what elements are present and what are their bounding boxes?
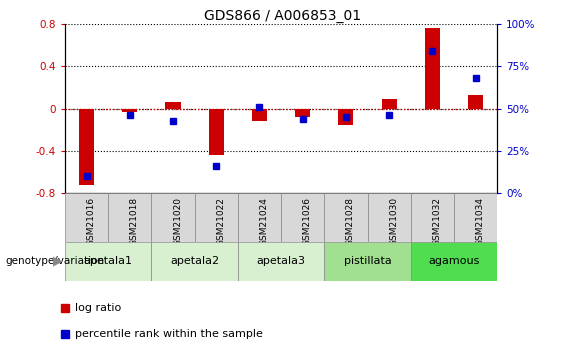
Text: apetala1: apetala1 (84, 256, 133, 266)
Text: GSM21026: GSM21026 (303, 197, 312, 246)
Bar (65, 193, 108, 242)
Text: GSM21016: GSM21016 (86, 197, 95, 246)
Bar (468, 95, 483, 109)
Bar (79, 109, 94, 185)
Text: GSM21020: GSM21020 (173, 197, 182, 246)
Text: genotype/variation: genotype/variation (6, 256, 105, 266)
Bar (367, 193, 411, 242)
Text: GSM21034: GSM21034 (476, 197, 485, 246)
Bar (425, 28, 440, 109)
Bar (338, 109, 354, 125)
Text: GSM21024: GSM21024 (259, 197, 268, 246)
Bar (194, 193, 238, 242)
Bar (238, 193, 281, 242)
Bar (151, 241, 238, 281)
Bar (151, 193, 194, 242)
Text: apetala2: apetala2 (170, 256, 219, 266)
Text: GSM21018: GSM21018 (130, 197, 139, 246)
Bar (281, 193, 324, 242)
Bar (411, 241, 497, 281)
Bar (252, 109, 267, 121)
Bar (381, 99, 397, 109)
Text: percentile rank within the sample: percentile rank within the sample (75, 329, 263, 339)
Bar (166, 102, 181, 109)
Text: GSM21032: GSM21032 (432, 197, 441, 246)
Text: log ratio: log ratio (75, 303, 121, 313)
Bar (295, 109, 310, 117)
Bar (238, 241, 324, 281)
Bar (108, 193, 151, 242)
Text: GSM21030: GSM21030 (389, 197, 398, 246)
Text: GSM21028: GSM21028 (346, 197, 355, 246)
Bar (65, 241, 151, 281)
Text: pistillata: pistillata (344, 256, 392, 266)
Text: agamous: agamous (428, 256, 480, 266)
Text: apetala3: apetala3 (257, 256, 306, 266)
Text: GSM21022: GSM21022 (216, 197, 225, 246)
Bar (411, 193, 454, 242)
Text: GDS866 / A006853_01: GDS866 / A006853_01 (204, 9, 361, 23)
Text: ▶: ▶ (53, 255, 62, 268)
Bar (122, 109, 137, 112)
Bar (208, 109, 224, 155)
Bar (324, 241, 411, 281)
Bar (324, 193, 368, 242)
Bar (454, 193, 497, 242)
